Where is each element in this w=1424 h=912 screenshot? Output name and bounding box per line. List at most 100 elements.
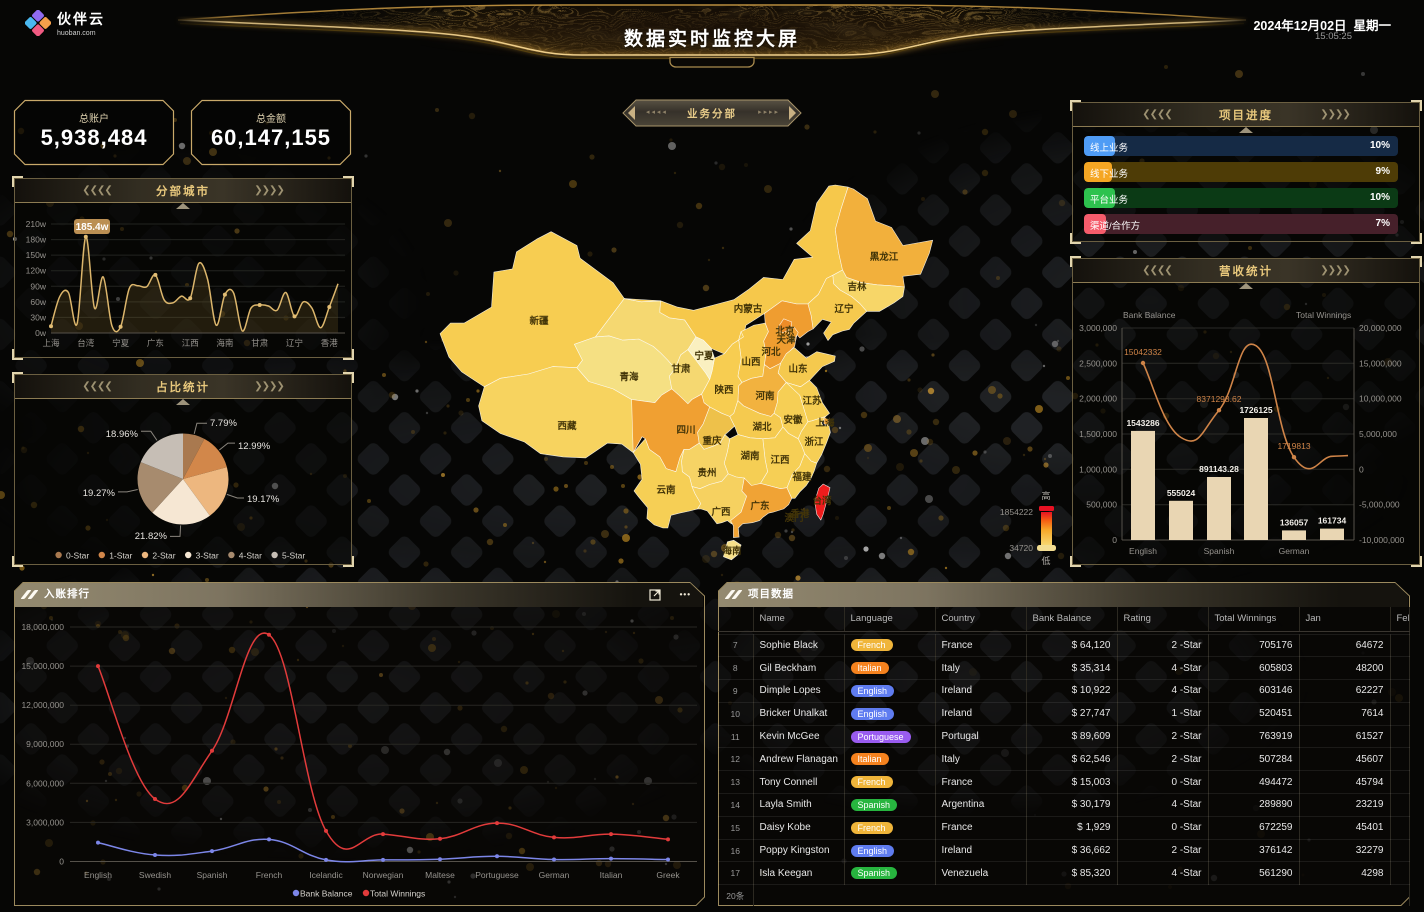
svg-text:Spanish: Spanish bbox=[197, 870, 228, 880]
svg-text:2,000,000: 2,000,000 bbox=[1079, 394, 1117, 404]
svg-text:湖南: 湖南 bbox=[740, 450, 760, 462]
svg-text:2,500,000: 2,500,000 bbox=[1079, 358, 1117, 368]
svg-text:English: English bbox=[1129, 546, 1157, 556]
svg-text:安徽: 安徽 bbox=[783, 414, 803, 426]
svg-text:Portuguese: Portuguese bbox=[475, 870, 519, 880]
svg-text:555024: 555024 bbox=[1167, 488, 1196, 498]
svg-text:-5,000,000: -5,000,000 bbox=[1359, 500, 1400, 510]
svg-text:Swedish: Swedish bbox=[139, 870, 171, 880]
svg-text:湖北: 湖北 bbox=[752, 421, 772, 433]
svg-text:161734: 161734 bbox=[1318, 516, 1347, 526]
svg-text:12.99%: 12.99% bbox=[238, 441, 271, 452]
svg-text:甘肃: 甘肃 bbox=[671, 363, 691, 375]
svg-text:海南: 海南 bbox=[722, 545, 742, 557]
svg-text:15042332: 15042332 bbox=[1124, 347, 1162, 357]
svg-text:Icelandic: Icelandic bbox=[309, 870, 343, 880]
svg-text:1719813: 1719813 bbox=[1277, 441, 1310, 451]
svg-text:10,000,000: 10,000,000 bbox=[1359, 394, 1402, 404]
svg-text:江西: 江西 bbox=[770, 454, 790, 466]
svg-text:宁夏: 宁夏 bbox=[694, 350, 714, 362]
svg-text:150w: 150w bbox=[26, 250, 47, 260]
svg-text:台湾: 台湾 bbox=[77, 338, 95, 348]
svg-text:贵州: 贵州 bbox=[697, 467, 716, 479]
svg-text:黑龙江: 黑龙江 bbox=[870, 251, 899, 263]
svg-text:天津: 天津 bbox=[776, 334, 796, 346]
svg-text:5,000,000: 5,000,000 bbox=[1359, 429, 1397, 439]
svg-text:Total Winnings: Total Winnings bbox=[370, 889, 425, 899]
svg-text:1726125: 1726125 bbox=[1239, 405, 1272, 415]
svg-text:1543286: 1543286 bbox=[1126, 418, 1159, 428]
svg-text:Total Winnings: Total Winnings bbox=[1296, 310, 1351, 320]
svg-text:河南: 河南 bbox=[755, 390, 775, 402]
svg-text:1,500,000: 1,500,000 bbox=[1079, 429, 1117, 439]
svg-text:吉林: 吉林 bbox=[847, 281, 867, 293]
svg-text:3,000,000: 3,000,000 bbox=[1079, 323, 1117, 333]
svg-text:山西: 山西 bbox=[741, 356, 761, 368]
svg-text:French: French bbox=[256, 870, 283, 880]
svg-text:北京: 北京 bbox=[775, 325, 795, 337]
svg-text:0: 0 bbox=[59, 857, 64, 867]
svg-text:Norwegian: Norwegian bbox=[363, 870, 404, 880]
svg-text:广东: 广东 bbox=[147, 338, 164, 348]
svg-text:陕西: 陕西 bbox=[714, 384, 734, 396]
svg-text:云南: 云南 bbox=[656, 484, 676, 496]
svg-text:German: German bbox=[1279, 546, 1310, 556]
svg-text:1,000,000: 1,000,000 bbox=[1079, 464, 1117, 474]
svg-text:新疆: 新疆 bbox=[529, 315, 549, 327]
svg-text:12,000,000: 12,000,000 bbox=[21, 700, 64, 710]
svg-text:136057: 136057 bbox=[1280, 517, 1309, 527]
svg-text:90w: 90w bbox=[30, 281, 46, 291]
svg-text:19.27%: 19.27% bbox=[83, 488, 116, 499]
svg-text:15,000,000: 15,000,000 bbox=[1359, 358, 1402, 368]
svg-text:台湾: 台湾 bbox=[812, 495, 832, 507]
svg-text:2-Star: 2-Star bbox=[152, 551, 175, 561]
svg-text:香港: 香港 bbox=[321, 338, 339, 348]
svg-text:3,000,000: 3,000,000 bbox=[26, 817, 64, 827]
svg-text:1-Star: 1-Star bbox=[109, 551, 132, 561]
svg-text:江苏: 江苏 bbox=[802, 395, 822, 407]
svg-text:Bank Balance: Bank Balance bbox=[300, 889, 353, 899]
svg-text:-10,000,000: -10,000,000 bbox=[1359, 535, 1405, 545]
svg-text:0: 0 bbox=[1359, 464, 1364, 474]
svg-text:120w: 120w bbox=[26, 266, 47, 276]
svg-text:210w: 210w bbox=[26, 219, 47, 229]
svg-text:18.96%: 18.96% bbox=[106, 429, 139, 440]
svg-text:Greek: Greek bbox=[656, 870, 680, 880]
svg-text:香港: 香港 bbox=[789, 508, 810, 520]
svg-text:甘肃: 甘肃 bbox=[251, 338, 269, 348]
svg-text:German: German bbox=[539, 870, 570, 880]
svg-text:上海: 上海 bbox=[815, 417, 835, 429]
svg-text:500,000: 500,000 bbox=[1086, 500, 1117, 510]
svg-text:185.4w: 185.4w bbox=[76, 222, 109, 233]
svg-text:34720: 34720 bbox=[1009, 543, 1033, 553]
svg-text:English: English bbox=[84, 870, 112, 880]
svg-text:辽宁: 辽宁 bbox=[286, 338, 303, 348]
svg-text:19.17%: 19.17% bbox=[247, 494, 280, 505]
svg-text:5-Star: 5-Star bbox=[282, 551, 305, 561]
svg-text:浙江: 浙江 bbox=[804, 436, 824, 448]
svg-text:0w: 0w bbox=[35, 328, 47, 338]
svg-text:9,000,000: 9,000,000 bbox=[26, 739, 64, 749]
svg-text:7.79%: 7.79% bbox=[210, 418, 237, 429]
svg-text:18,000,000: 18,000,000 bbox=[21, 622, 64, 632]
svg-text:Maltese: Maltese bbox=[425, 870, 455, 880]
svg-text:重庆: 重庆 bbox=[702, 435, 722, 447]
svg-text:0-Star: 0-Star bbox=[66, 551, 89, 561]
svg-text:澳门: 澳门 bbox=[784, 512, 803, 524]
svg-text:30w: 30w bbox=[30, 312, 46, 322]
svg-text:6,000,000: 6,000,000 bbox=[26, 778, 64, 788]
svg-text:低: 低 bbox=[1041, 555, 1050, 566]
svg-text:青海: 青海 bbox=[619, 371, 639, 383]
svg-text:上海: 上海 bbox=[42, 338, 60, 348]
svg-text:15,000,000: 15,000,000 bbox=[21, 661, 64, 671]
svg-text:0: 0 bbox=[1112, 535, 1117, 545]
svg-text:60w: 60w bbox=[30, 297, 46, 307]
svg-text:山东: 山东 bbox=[788, 363, 808, 375]
svg-text:Spanish: Spanish bbox=[1204, 546, 1235, 556]
svg-text:Bank Balance: Bank Balance bbox=[1123, 310, 1176, 320]
svg-text:8371293.62: 8371293.62 bbox=[1197, 394, 1242, 404]
svg-text:3-Star: 3-Star bbox=[196, 551, 219, 561]
svg-text:高: 高 bbox=[1041, 490, 1050, 501]
svg-text:辽宁: 辽宁 bbox=[834, 303, 854, 315]
svg-text:180w: 180w bbox=[26, 235, 47, 245]
